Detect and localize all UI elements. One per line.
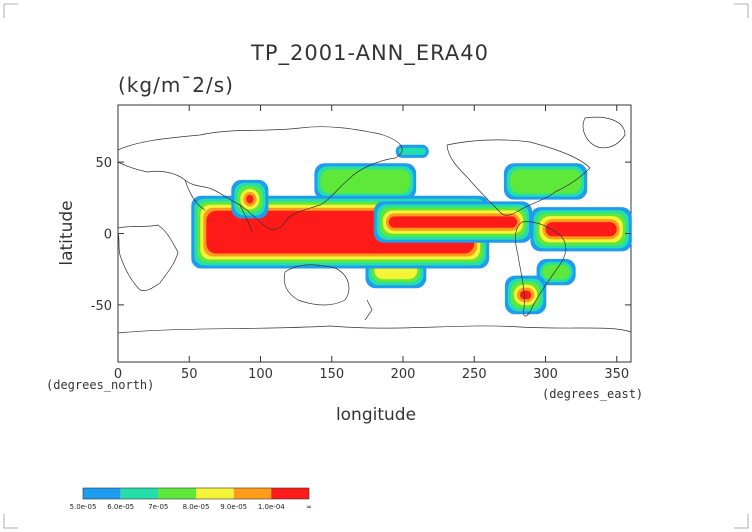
corner-marks: [3, 3, 749, 529]
region-north_pacific_storm_track-level-3: [320, 169, 411, 194]
region-gulf_of_alaska: [395, 144, 429, 158]
x-tick-label: 50: [181, 367, 198, 382]
colorbar-label: 1.0e-04: [258, 503, 285, 511]
y-tick-label: -50: [91, 299, 112, 314]
region-atlantic_itcz-level-6: [545, 222, 617, 237]
x-tick-label: 100: [248, 367, 273, 382]
chart-units: (kg/m¯2/s): [118, 73, 234, 97]
region-south_atlantic-level-3: [542, 264, 570, 280]
colorbar-swatch: [196, 488, 234, 499]
x-axis-ticks: 0 50 100 150 200 250 300 350: [114, 105, 629, 382]
colorbar-label: 8.0e-05: [183, 503, 210, 511]
region-gulf_stream: [503, 163, 588, 200]
colorbar-label: 5.0e-05: [70, 503, 97, 511]
region-north_pacific_storm_track: [314, 163, 417, 200]
colorbar-swatch: [233, 488, 272, 499]
region-bay_of_bengal-level-6: [246, 194, 254, 204]
y-axis-label: latitude: [57, 200, 77, 265]
colorbar-label: ∞: [306, 503, 312, 511]
x-tick-label: 200: [391, 367, 416, 382]
x-axis-note-left: (degrees_north): [46, 378, 154, 392]
region-south_atlantic: [536, 258, 576, 286]
region-southern_chile: [504, 275, 547, 315]
region-southern_chile-level-6: [519, 290, 532, 300]
precip-regions: [191, 144, 632, 315]
x-axis-note-right: (degrees_east): [542, 387, 643, 401]
region-gulf_of_alaska-level-2: [398, 147, 426, 155]
region-gulf_stream-level-3: [509, 169, 582, 194]
x-tick-label: 250: [462, 367, 487, 382]
region-bay_of_bengal: [231, 179, 269, 219]
colorbar-swatch: [271, 488, 309, 499]
colorbar: 5.0e-05 6.0e-05 7e-05 8.0e-05 9.0e-05 1.0e-04…: [70, 487, 312, 511]
y-tick-label: 0: [104, 228, 112, 243]
x-axis-label: longitude: [336, 405, 416, 425]
region-pacific_itcz: [373, 201, 533, 243]
x-tick-label: 300: [533, 367, 558, 382]
chart-title: TP_2001-ANN_ERA40: [250, 41, 489, 66]
colorbar-swatch: [83, 488, 121, 499]
colorbar-label: 6.0e-05: [107, 503, 134, 511]
x-tick-label: 150: [319, 367, 344, 382]
region-pacific_itcz-level-6: [388, 216, 518, 228]
x-tick-label: 350: [604, 367, 629, 382]
x-tick-label: 0: [114, 367, 122, 382]
region-atlantic_itcz: [530, 207, 632, 252]
colorbar-label: 9.0e-05: [220, 503, 247, 511]
y-tick-label: 50: [95, 156, 112, 171]
colorbar-label: 7e-05: [148, 503, 168, 511]
coastlines: [117, 116, 632, 334]
colorbar-frame: [82, 487, 310, 500]
y-axis-ticks: 50 0 -50: [91, 156, 631, 314]
colorbar-swatch: [158, 488, 196, 499]
colorbar-swatch: [120, 488, 159, 499]
